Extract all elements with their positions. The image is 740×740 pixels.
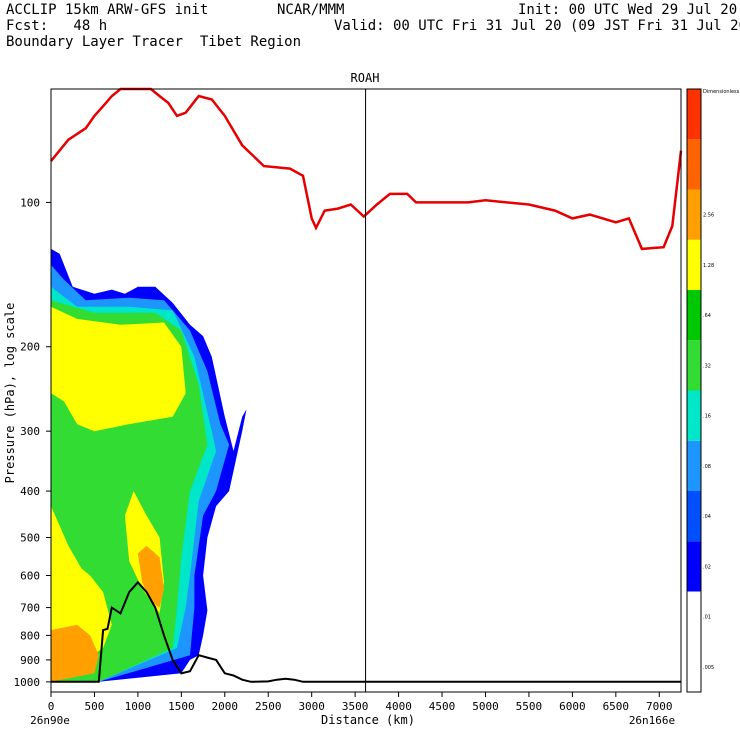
- y-axis: 100 200 300 400 500 600 700 800 900 1000: [14, 196, 51, 689]
- x-tick-label-3: 1500: [168, 700, 195, 713]
- header-line1-right: Init: 00 UTC Wed 29 Jul 20: [518, 2, 738, 18]
- y-tick-label-4: 500: [20, 532, 40, 545]
- terrain-line: [51, 580, 681, 683]
- x-tick-label-6: 3000: [298, 700, 325, 713]
- x-tick-label-11: 5500: [516, 700, 543, 713]
- x-tick-label-1: 500: [85, 700, 105, 713]
- y-axis-label: Pressure (hPa), log scale: [3, 303, 17, 484]
- x-tick-label-12: 6000: [559, 700, 586, 713]
- tracer-region-4: [51, 306, 186, 432]
- plot-area: [50, 87, 683, 693]
- colorbar-label-3: .04: [703, 514, 711, 520]
- x-tick-label-8: 4000: [385, 700, 412, 713]
- x-start-label: 26n90e: [30, 714, 70, 727]
- header-line2-left: Fcst: 48 h: [6, 18, 108, 34]
- x-tick-label-4: 2000: [212, 700, 239, 713]
- y-tick-label-3: 400: [20, 485, 40, 498]
- colorbar: .005 .01 .02 .04 .08 .16 .32 .64 1.28 2.56 Dimensi…: [686, 88, 740, 693]
- x-tick-label-7: 3500: [342, 700, 369, 713]
- colorbar-cell-7: [687, 290, 701, 341]
- colorbar-label-10: Dimensionless: [703, 89, 740, 95]
- header-line1-left: ACCLIP 15km ARW-GFS init: [6, 2, 209, 18]
- colorbar-frame: [686, 88, 702, 693]
- y-tick-label-1: 200: [20, 341, 40, 354]
- y-tick-label-0: 100: [20, 196, 40, 209]
- colorbar-cell-2: [687, 541, 701, 592]
- colorbar-cell-8: [687, 239, 701, 290]
- y-tick-label-6: 700: [20, 602, 40, 615]
- x-axis-label: Distance (km): [321, 713, 415, 727]
- plot-frame: [50, 88, 682, 693]
- colorbar-cell-3: [687, 491, 701, 542]
- y-tick-label-2: 300: [20, 425, 40, 438]
- colorbar-label-5: .16: [703, 414, 711, 420]
- colorbar-cell-10: [687, 139, 701, 190]
- y-tick-label-8: 900: [20, 654, 40, 667]
- tracer-fill-layer: [51, 248, 247, 682]
- tracer-region-8: [137, 545, 164, 608]
- colorbar-cell-0: [687, 641, 701, 692]
- x-tick-label-13: 6500: [603, 700, 630, 713]
- colorbar-cells: [687, 89, 701, 692]
- colorbar-label-1: .01: [703, 615, 711, 621]
- colorbar-label-0: .005: [703, 665, 714, 671]
- colorbar-cell-9: [687, 189, 701, 240]
- x-end-label: 26n166e: [629, 714, 675, 727]
- x-tick-label-10: 5000: [472, 700, 499, 713]
- colorbar-cell-11: [687, 89, 701, 140]
- header-line1-mid: NCAR/MMM: [277, 2, 345, 18]
- colorbar-cell-4: [687, 440, 701, 491]
- colorbar-label-6: .32: [703, 363, 711, 369]
- colorbar-label-2: .02: [703, 564, 711, 570]
- y-tick-label-9: 1000: [14, 676, 41, 689]
- header-line3-left: Boundary Layer Tracer Tibet Region: [6, 34, 302, 50]
- colorbar-label-9: 2.56: [703, 213, 714, 219]
- colorbar-cell-6: [687, 340, 701, 391]
- colorbar-label-7: .64: [703, 313, 711, 319]
- x-tick-label-2: 1000: [125, 700, 152, 713]
- header-line2-right: Valid: 00 UTC Fri 31 Jul 20 (09 JST Fri …: [334, 18, 740, 34]
- x-tick-label-14: 7000: [646, 700, 673, 713]
- colorbar-cell-1: [687, 591, 701, 642]
- x-axis: 0 500 1000 1500 2000 2500 3000 3500 4000 4500 5000…: [48, 692, 673, 713]
- x-tick-label-5: 2500: [255, 700, 282, 713]
- chart-title: ROAH: [351, 71, 380, 85]
- colorbar-labels: .005 .01 .02 .04 .08 .16 .32 .64 1.28 2.56 Dimensi…: [703, 89, 740, 671]
- colorbar-label-8: 1.28: [703, 263, 714, 269]
- x-tick-label-0: 0: [48, 700, 55, 713]
- y-tick-label-7: 800: [20, 629, 40, 642]
- x-tick-label-9: 4500: [429, 700, 456, 713]
- tracer-region-7: [51, 624, 99, 682]
- y-tick-label-5: 600: [20, 569, 40, 582]
- colorbar-label-4: .08: [703, 464, 711, 470]
- colorbar-cell-5: [687, 390, 701, 441]
